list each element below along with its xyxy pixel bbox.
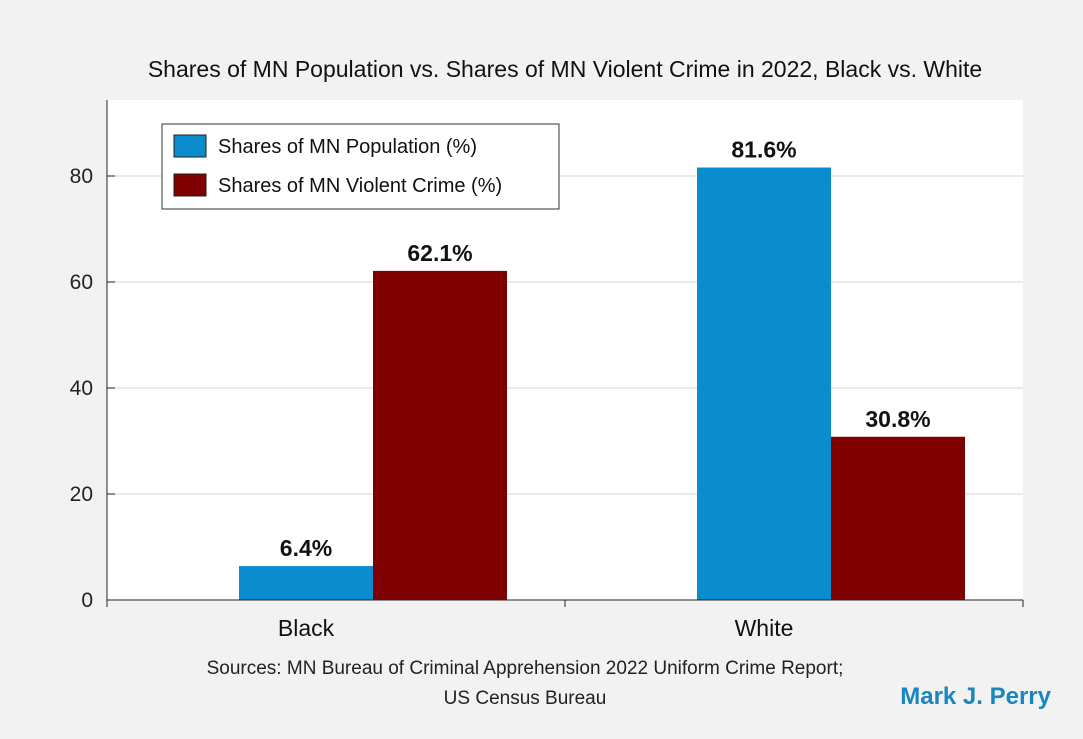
data-label: 6.4% — [280, 535, 332, 561]
bar-shares-of-mn-violent-crime-black — [373, 270, 507, 600]
legend-swatch-violent-crime — [173, 173, 207, 197]
data-label: 62.1% — [407, 240, 472, 266]
sources-line-2: US Census Bureau — [443, 688, 607, 709]
legend-swatch-population — [173, 134, 207, 158]
legend-label-population: Shares of MN Population (%) — [218, 136, 477, 158]
axes: 0 20 40 60 80 Black White — [70, 100, 1024, 641]
bar-shares-of-mn-population-black — [239, 566, 373, 600]
data-label: 30.8% — [865, 406, 930, 432]
y-tick-label: 20 — [70, 483, 93, 506]
y-tick-label: 0 — [81, 589, 93, 612]
y-tick-label: 60 — [70, 271, 93, 294]
legend-label-violent-crime: Shares of MN Violent Crime (%) — [218, 175, 502, 197]
bar-shares-of-mn-population-white — [697, 167, 831, 600]
data-labels: 6.4% 62.1% 81.6% 30.8% — [280, 137, 931, 562]
bar-shares-of-mn-violent-crime-white — [831, 436, 965, 600]
y-tick-label: 80 — [70, 165, 93, 188]
author-credit: Mark J. Perry — [900, 683, 1051, 710]
chart-title: Shares of MN Population vs. Shares of MN… — [147, 56, 983, 82]
category-label: Black — [278, 615, 335, 641]
sources-line-1: Sources: MN Bureau of Criminal Apprehens… — [206, 658, 844, 679]
bars — [239, 167, 965, 600]
category-label: White — [735, 615, 794, 641]
legend: Shares of MN Population (%) Shares of MN… — [161, 123, 560, 210]
y-tick-label: 40 — [70, 377, 93, 400]
legend-box — [161, 123, 560, 210]
sources-note: Sources: MN Bureau of Criminal Apprehens… — [0, 654, 1050, 714]
data-label: 81.6% — [731, 137, 796, 163]
